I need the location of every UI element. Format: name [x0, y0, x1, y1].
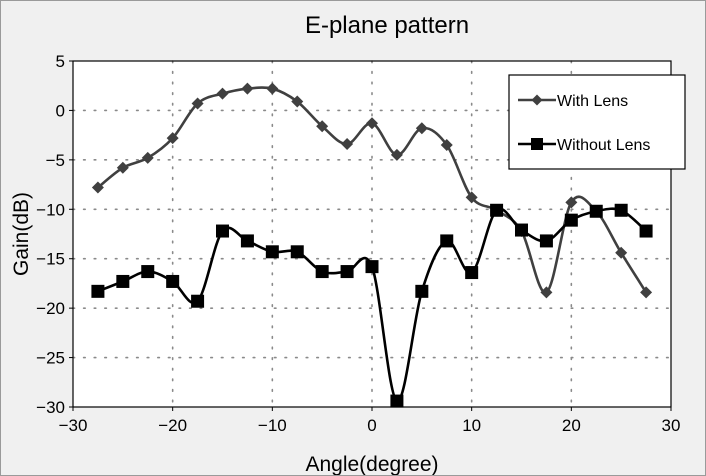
y-tick-labels: 5 0 −5 −10 −15 −20 −25 −30	[36, 52, 73, 417]
y-tick-label: −30	[36, 398, 65, 417]
data-point-without-lens	[91, 284, 105, 298]
data-point-with-lens	[166, 132, 179, 145]
data-point-without-lens	[340, 265, 354, 279]
legend-label-without-lens: Without Lens	[557, 137, 650, 154]
chart-title: E-plane pattern	[305, 12, 469, 39]
data-point-without-lens	[639, 224, 653, 238]
data-point-without-lens	[166, 274, 180, 288]
data-point-without-lens	[564, 213, 578, 227]
data-point-with-lens	[415, 122, 428, 135]
data-point-without-lens	[216, 224, 229, 238]
x-tick-label: 10	[462, 416, 481, 435]
data-point-with-lens	[266, 82, 279, 95]
data-point-without-lens	[490, 203, 504, 217]
data-point-with-lens	[316, 120, 329, 133]
y-tick-label: −20	[36, 299, 65, 318]
x-tick-label: −20	[158, 416, 187, 435]
data-point-without-lens	[191, 294, 205, 308]
data-point-with-lens	[565, 196, 578, 209]
legend: With Lens Without Lens	[508, 74, 686, 170]
data-point-with-lens	[91, 181, 104, 194]
data-point-without-lens	[141, 265, 155, 279]
y-tick-label: 5	[56, 52, 65, 71]
legend-marker-without-lens	[531, 138, 543, 150]
y-tick-label: 0	[56, 101, 65, 120]
x-tick-label: −30	[59, 416, 88, 435]
x-axis-label: Angle(degree)	[305, 453, 438, 475]
data-point-with-lens	[291, 95, 304, 108]
y-tick-label: −25	[36, 349, 65, 368]
data-point-with-lens	[640, 286, 653, 299]
data-point-without-lens	[589, 204, 603, 218]
x-tick-labels: −30 −20 −10 0 10 20 30	[59, 407, 681, 435]
data-point-with-lens	[390, 148, 403, 161]
data-point-with-lens	[216, 87, 229, 100]
legend-marker-with-lens	[531, 94, 543, 106]
data-point-without-lens	[315, 265, 329, 279]
legend-label-with-lens: With Lens	[557, 93, 628, 110]
x-tick-label: −10	[258, 416, 287, 435]
y-tick-label: −10	[36, 200, 65, 219]
data-point-with-lens	[191, 97, 204, 110]
data-point-without-lens	[240, 234, 254, 248]
y-tick-label: −5	[46, 151, 65, 170]
data-point-with-lens	[440, 139, 453, 152]
data-point-with-lens	[116, 161, 129, 174]
x-tick-label: 20	[562, 416, 581, 435]
data-point-with-lens	[366, 117, 378, 130]
data-point-with-lens	[241, 82, 254, 95]
data-point-with-lens	[341, 138, 354, 151]
data-point-without-lens	[290, 245, 304, 259]
data-point-without-lens	[465, 266, 479, 280]
data-point-with-lens	[465, 191, 478, 204]
data-point-without-lens	[415, 284, 429, 298]
legend-box	[508, 74, 686, 170]
data-point-without-lens	[390, 394, 404, 408]
data-point-without-lens	[265, 245, 279, 259]
data-point-with-lens	[540, 286, 553, 299]
data-point-without-lens	[440, 234, 454, 248]
data-point-without-lens	[116, 274, 130, 288]
x-tick-label: 30	[662, 416, 681, 435]
series-markers	[91, 82, 653, 408]
data-point-without-lens	[539, 234, 553, 248]
data-point-without-lens	[515, 223, 528, 237]
y-tick-label: −15	[36, 250, 65, 269]
data-point-with-lens	[141, 151, 154, 164]
x-tick-label: 0	[367, 416, 376, 435]
data-point-without-lens	[614, 203, 628, 217]
y-axis-label: Gain(dB)	[10, 192, 33, 276]
data-point-without-lens	[365, 260, 379, 274]
data-point-with-lens	[615, 246, 628, 259]
